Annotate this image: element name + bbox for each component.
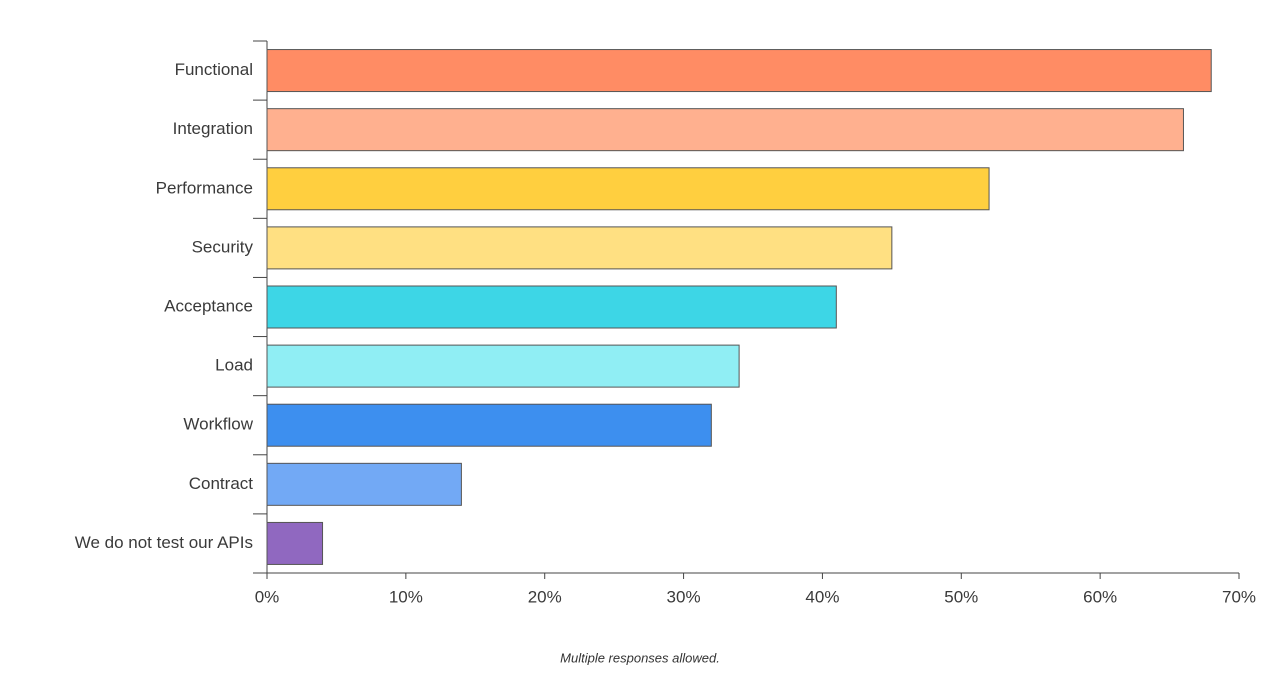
x-tick-label: 50% — [944, 587, 978, 606]
x-tick-label: 10% — [389, 587, 423, 606]
y-tick-label: Security — [192, 237, 254, 256]
x-tick-label: 40% — [805, 587, 839, 606]
footnote: Multiple responses allowed. — [560, 650, 720, 665]
x-tick-label: 70% — [1222, 587, 1256, 606]
bar — [266, 462, 462, 506]
bar — [266, 226, 893, 270]
x-tick-label: 60% — [1083, 587, 1117, 606]
bar — [266, 108, 1184, 152]
bar — [266, 167, 990, 211]
y-tick-label: Workflow — [183, 415, 253, 434]
x-tick-label: 0% — [255, 587, 280, 606]
bar — [266, 403, 712, 447]
y-tick-label: Performance — [156, 178, 253, 197]
y-tick-label: Functional — [175, 60, 253, 79]
y-tick-label: Contract — [189, 474, 254, 493]
y-tick-label: Acceptance — [164, 296, 253, 315]
bar — [266, 49, 1212, 93]
y-tick-label: Load — [215, 356, 253, 375]
bar — [266, 521, 324, 565]
y-tick-label: Integration — [173, 119, 253, 138]
y-tick-label: We do not test our APIs — [75, 533, 253, 552]
bar — [266, 285, 837, 329]
bar — [266, 344, 740, 388]
x-tick-label: 20% — [528, 587, 562, 606]
x-tick-label: 30% — [667, 587, 701, 606]
